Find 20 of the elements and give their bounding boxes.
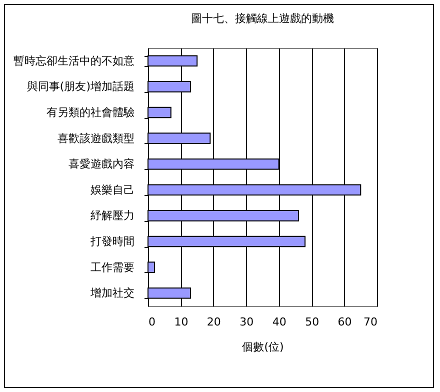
x-tick-label: 70 <box>364 316 378 328</box>
y-tick-label: 工作需要 <box>90 260 134 274</box>
x-tick-label: 10 <box>174 316 188 328</box>
x-tick-label: 60 <box>338 316 352 328</box>
y-tick-label: 娛樂自己 <box>90 183 134 196</box>
x-tick-label: 30 <box>240 316 254 328</box>
x-tick-label: 40 <box>272 316 286 328</box>
y-tick-label: 有另類的社會體驗 <box>46 106 134 119</box>
y-tick-label: 暫時忘卻生活中的不如意 <box>14 54 134 68</box>
y-tick-label: 喜歡該遊戲類型 <box>58 132 134 145</box>
x-axis-title: 個數(位) <box>242 340 284 354</box>
y-tick-label: 增加社交 <box>90 286 134 300</box>
chart-title: 圖十七、接觸線上遊戲的動機 <box>191 12 334 25</box>
x-tick-label: 0 <box>148 316 156 328</box>
y-tick-label: 打發時間 <box>90 235 134 248</box>
y-tick-label: 喜愛遊戲內容 <box>68 158 134 171</box>
y-tick-label: 紓解壓力 <box>90 209 134 222</box>
y-tick-label: 與同事(朋友)增加話題 <box>26 80 134 94</box>
x-tick-label: 20 <box>206 316 221 328</box>
x-tick-label: 50 <box>305 316 320 328</box>
